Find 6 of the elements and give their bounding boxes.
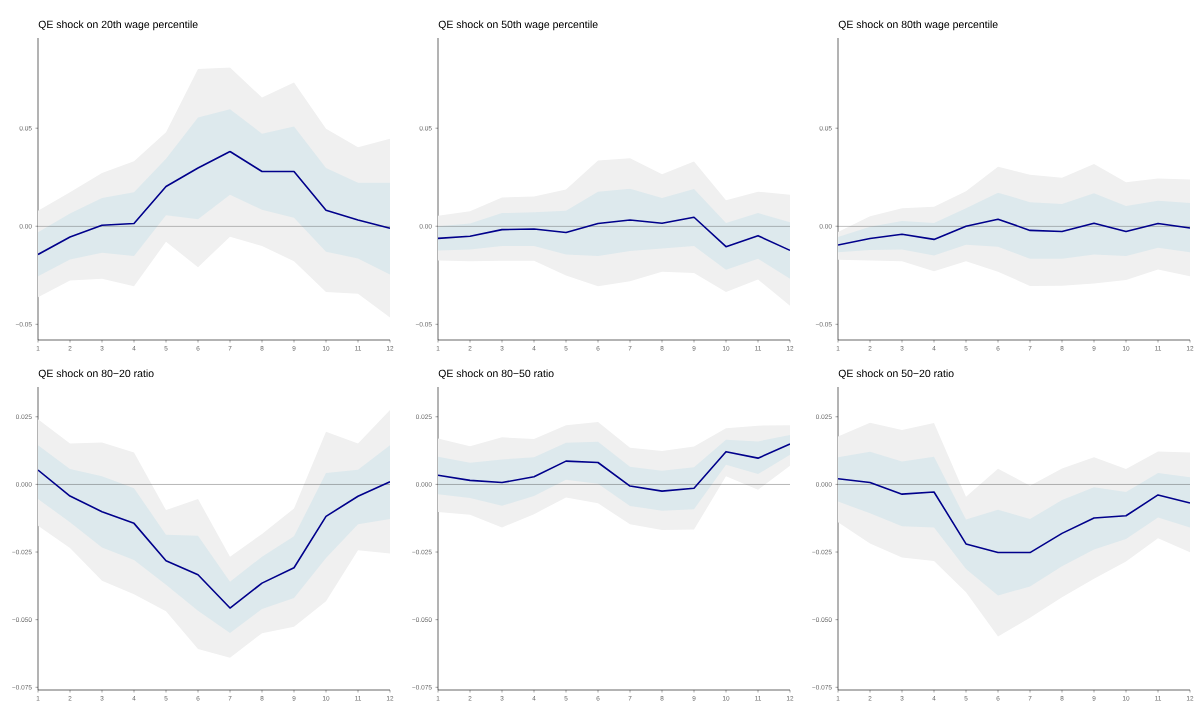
chart-title: QE shock on 20th wage percentile (38, 20, 198, 31)
chart-title: QE shock on 80−50 ratio (438, 369, 554, 379)
chart-title: QE shock on 50th wage percentile (438, 20, 598, 31)
chart-title: QE shock on 80−20 ratio (38, 369, 154, 379)
chart-title: QE shock on 50−20 ratio (838, 369, 954, 379)
chart-title: QE shock on 80th wage percentile (838, 20, 998, 31)
